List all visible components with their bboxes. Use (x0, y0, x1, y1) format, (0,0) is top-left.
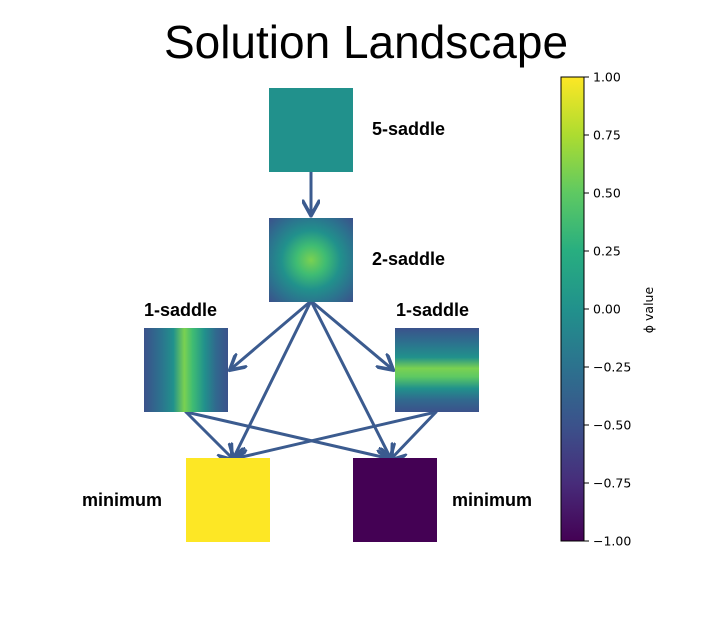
phase-field-image (353, 458, 437, 542)
phase-field-image (269, 218, 353, 302)
colorbar-tick-label: −0.75 (593, 476, 631, 491)
phase-field-image (144, 328, 228, 412)
node-2-saddle: 2-saddle (269, 218, 445, 302)
node-label: minimum (82, 490, 162, 510)
arrow-2saddle-to-minimum-left (233, 299, 313, 459)
colorbar-tick-label: −0.25 (593, 360, 631, 375)
colorbar-label: ϕ value (641, 287, 656, 334)
phase-field-image (186, 458, 270, 542)
diagram-title: Solution Landscape (164, 16, 568, 68)
colorbar-ticks: 1.00 0.75 0.50 0.25 0.00 −0.25 −0.50 −0.75 −1.00 (584, 70, 631, 549)
arrow-1saddle-right-to-minimum-right (391, 410, 438, 459)
phase-field-image (395, 328, 479, 412)
colorbar-tick-label: −0.50 (593, 418, 631, 433)
node-label: 1-saddle (144, 300, 217, 320)
transition-arrows (184, 170, 438, 459)
colorbar-tick-label: 1.00 (593, 70, 621, 85)
phase-field-image (269, 88, 353, 172)
colorbar-gradient (560, 76, 585, 542)
node-label: minimum (452, 490, 532, 510)
colorbar: 1.00 0.75 0.50 0.25 0.00 −0.25 −0.50 −0.75 −1.00… (560, 70, 656, 549)
node-label: 5-saddle (372, 119, 445, 139)
colorbar-tick-label: 0.50 (593, 186, 621, 201)
arrow-2saddle-to-1saddle-right (309, 299, 392, 369)
colorbar-tick-label: −1.00 (593, 534, 631, 549)
arrow-1saddle-left-to-minimum-right (184, 410, 391, 459)
node-1-saddle-left: 1-saddle (144, 300, 228, 412)
arrow-1saddle-left-to-minimum-left (184, 410, 233, 459)
colorbar-tick-label: 0.00 (593, 302, 621, 317)
node-minimum-left: minimum (82, 458, 270, 542)
arrow-1saddle-right-to-minimum-left (233, 410, 438, 459)
node-5-saddle: 5-saddle (269, 88, 445, 172)
node-minimum-right: minimum (353, 458, 532, 542)
colorbar-tick-label: 0.75 (593, 128, 621, 143)
colorbar-tick-label: 0.25 (593, 244, 621, 259)
node-1-saddle-right: 1-saddle (395, 300, 479, 412)
arrow-2saddle-to-1saddle-left (231, 299, 313, 369)
node-label: 2-saddle (372, 249, 445, 269)
node-label: 1-saddle (396, 300, 469, 320)
arrow-2saddle-to-minimum-right (309, 299, 391, 459)
